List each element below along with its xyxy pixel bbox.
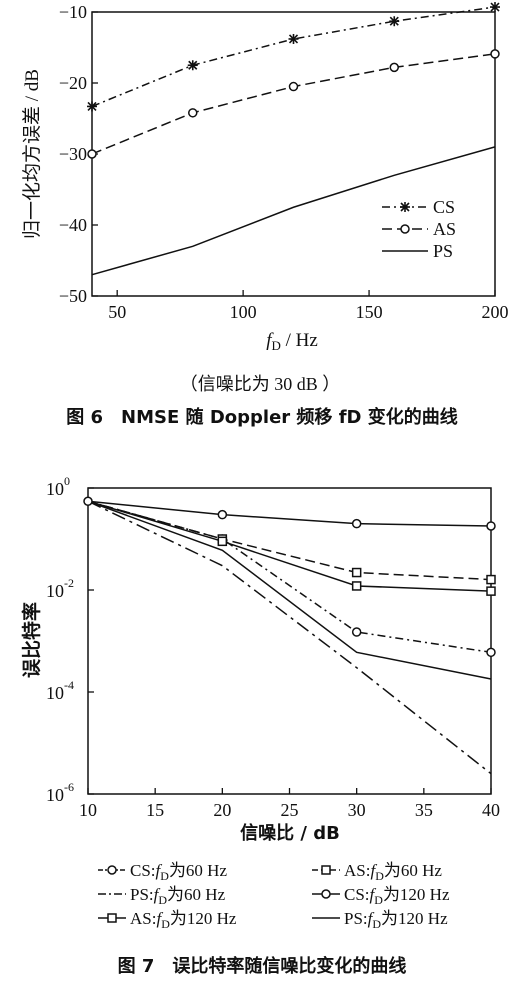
chart1-y-tick-label: −40	[59, 215, 87, 235]
chart2-x-tick-label: 40	[482, 800, 500, 820]
chart1-x-tick-label: 50	[108, 302, 126, 322]
chart2-y-tick-exponent: -2	[64, 576, 74, 590]
chart2-legend-5-label: AS:fD为120 Hz	[130, 909, 237, 931]
chart2-legend-4-marker	[321, 889, 331, 899]
chart1-series-as-point	[188, 108, 198, 118]
chart2-x-tick-label: 25	[281, 800, 299, 820]
chart2-series-5-line	[87, 500, 492, 592]
chart1-series-cs-line	[91, 6, 496, 108]
chart2-legend-6-label: PS:fD为120 Hz	[344, 909, 448, 931]
chart1-series-ps-line	[91, 146, 496, 276]
chart1-series-as-point	[87, 149, 97, 159]
chart2-legend-3-label: PS:fD为60 Hz	[130, 885, 226, 907]
chart1-series-as-point	[389, 62, 399, 73]
chart2-y-tick-exponent: -6	[64, 780, 74, 794]
chart2-caption: 图 7 误比特率随信噪比变化的曲线	[118, 955, 407, 977]
chart2-series-4-point	[217, 509, 228, 520]
chart2-series-4-line	[87, 500, 492, 527]
chart1-x-axis-label-main: f	[266, 330, 274, 351]
chart-nmse-vs-doppler: 50 100 150 200−10−20−30−40−50 归一化均方误差 / dB …	[21, 2, 509, 428]
chart1-legend-marker-as	[400, 224, 410, 234]
chart2-series-1-point	[486, 647, 496, 658]
chart1-x-axis-label-unit: / Hz	[281, 330, 318, 351]
chart2-series-2-point	[486, 574, 496, 585]
chart1-x-tick-label: 200	[482, 302, 509, 322]
chart2-series-4-point	[351, 518, 362, 529]
chart1-x-tick-label: 150	[356, 302, 383, 322]
chart2-x-tick-label: 15	[146, 800, 164, 820]
chart2-y-tick-label: 10	[46, 683, 64, 703]
chart2-series-5-point	[217, 536, 228, 547]
chart2-x-tick-label: 10	[79, 800, 97, 820]
chart2-x-tick-label: 30	[348, 800, 366, 820]
chart2-series-5-point	[486, 586, 496, 596]
chart2-series-2-point	[351, 567, 362, 578]
chart1-y-tick-label: −50	[59, 286, 87, 306]
chart2-legend-1-marker	[107, 865, 117, 875]
chart2-y-tick-label: 10	[46, 785, 64, 805]
chart1-legend-label-ps: PS	[433, 241, 453, 261]
chart2-y-tick-label: 10	[46, 479, 64, 499]
chart2-legend-1-label: CS:fD为60 Hz	[130, 861, 227, 883]
chart1-y-tick-label: −20	[59, 73, 87, 93]
chart2-legend-2-marker	[321, 865, 331, 875]
chart2-legend-5-marker	[107, 913, 117, 923]
chart2-series-5-point	[351, 581, 362, 591]
chart1-y-axis-label: 归一化均方误差 / dB	[21, 69, 43, 239]
chart1-series-as-line	[91, 53, 496, 155]
chart1-series-cs-point	[288, 33, 299, 44]
chart1-caption: 图 6 NMSE 随 Doppler 频移 fD 变化的曲线	[66, 406, 457, 428]
chart1-series-as-point	[490, 49, 500, 59]
chart1-x-tick-label: 100	[230, 302, 257, 322]
chart1-y-tick-label: −30	[59, 144, 87, 164]
chart2-x-tick-label: 20	[213, 800, 231, 820]
chart2-series-3-line	[87, 500, 492, 775]
chart1-legend-label-as: AS	[433, 219, 456, 239]
chart2-legend-4-label: CS:fD为120 Hz	[344, 885, 450, 907]
chart2-start-point	[83, 496, 93, 506]
chart1-y-tick-label: −10	[59, 2, 87, 22]
chart2-x-axis-label: 信噪比 / dB	[240, 822, 340, 844]
chart1-series-cs-point	[87, 101, 97, 112]
chart2-series-1-point	[351, 627, 362, 637]
chart2-y-axis-label: 误比特率	[20, 602, 43, 678]
chart1-legend-label-cs: CS	[433, 197, 455, 217]
chart1-legend-marker-cs	[400, 202, 410, 212]
chart1-series-cs-point	[187, 60, 198, 71]
chart1-series-as-point	[288, 81, 299, 92]
chart2-series-1-line	[87, 500, 492, 654]
chart1-x-axis-label: fD / Hz	[266, 330, 318, 353]
chart2-y-tick-label: 10	[46, 581, 64, 601]
chart1-x-axis-label-sub: D	[271, 338, 280, 353]
chart1-series-cs-point	[490, 2, 500, 13]
chart2-series-2-line	[87, 500, 492, 581]
chart2-legend: CS:fD为60 Hz AS:fD为60 Hz PS:fD为60 Hz CS:fD为1…	[98, 861, 450, 931]
chart1-series-cs-point	[389, 16, 400, 27]
chart2-series-6-line	[87, 500, 492, 680]
chart2-series-4-point	[486, 521, 496, 531]
chart2-x-tick-label: 35	[415, 800, 433, 820]
chart1-note: （信噪比为 30 dB ）	[180, 374, 341, 394]
chart2-y-tick-exponent: -4	[64, 678, 74, 692]
chart2-legend-2-label: AS:fD为60 Hz	[344, 861, 442, 883]
chart2-plot-frame	[87, 487, 492, 795]
chart2-y-tick-exponent: 0	[64, 474, 70, 488]
